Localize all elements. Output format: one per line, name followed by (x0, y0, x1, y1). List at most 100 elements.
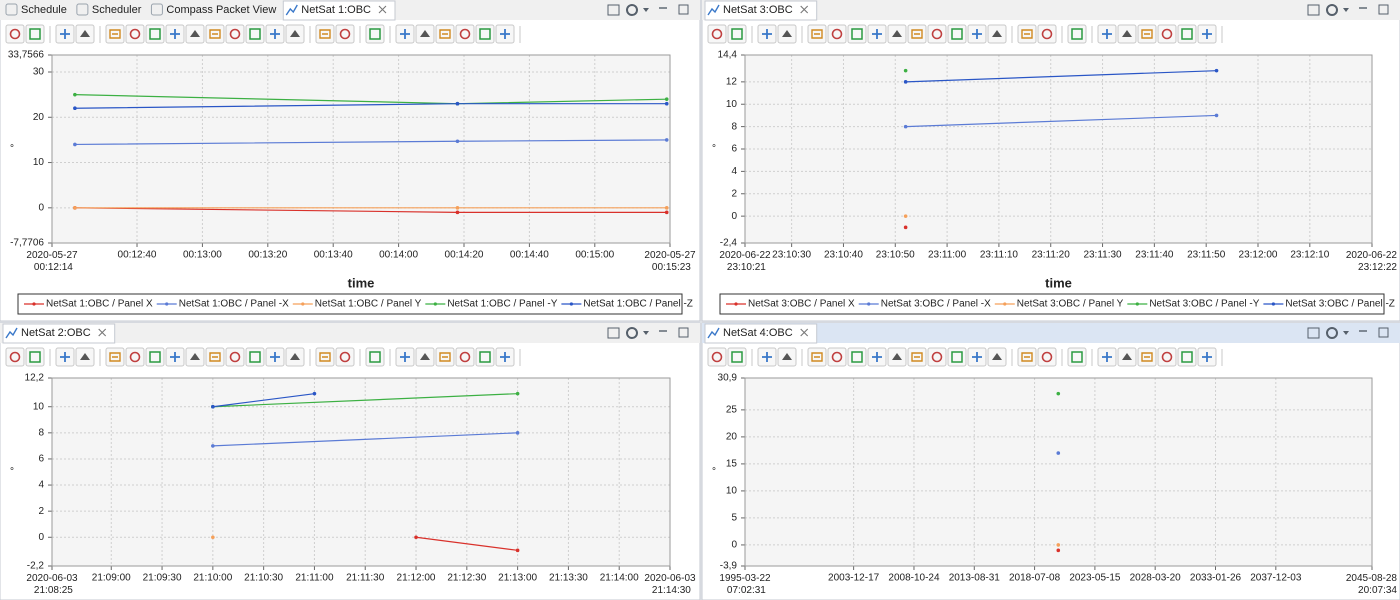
toolbar-button[interactable] (1197, 24, 1217, 44)
toolbar-button[interactable] (927, 24, 947, 44)
toolbar-button[interactable] (5, 24, 25, 44)
toolbar-button[interactable] (1197, 347, 1217, 367)
toolbar-button[interactable] (125, 347, 145, 367)
toolbar-button[interactable] (495, 24, 515, 44)
toolbar-button[interactable] (827, 347, 847, 367)
toolbar-button[interactable] (205, 347, 225, 367)
toolbar-button[interactable] (1177, 24, 1197, 44)
toolbar-button[interactable] (225, 24, 245, 44)
active-tab[interactable]: NetSat 2:OBC (2, 323, 116, 344)
toolbar-button[interactable] (245, 24, 265, 44)
toolbar-button[interactable] (205, 24, 225, 44)
toolbar-button[interactable] (475, 24, 495, 44)
toolbar-button[interactable] (495, 347, 515, 367)
toolbar-button[interactable] (5, 347, 25, 367)
toolbar-button[interactable] (415, 347, 435, 367)
toolbar-button[interactable] (165, 24, 185, 44)
dropdown-icon[interactable] (1343, 8, 1349, 12)
toolbar-button[interactable] (987, 347, 1007, 367)
settings-icon[interactable] (1326, 327, 1338, 339)
toolbar-button[interactable] (475, 347, 495, 367)
active-tab[interactable]: NetSat 3:OBC (704, 0, 818, 21)
toolbar-button[interactable] (415, 24, 435, 44)
toolbar-button[interactable] (847, 24, 867, 44)
tab[interactable]: Compass Packet View (150, 3, 276, 16)
maximize-icon[interactable] (678, 4, 689, 15)
toolbar-button[interactable] (1157, 347, 1177, 367)
toolbar-button[interactable] (265, 347, 285, 367)
toolbar-button[interactable] (105, 24, 125, 44)
tab-close[interactable] (98, 328, 107, 337)
toolbar-button[interactable] (165, 347, 185, 367)
toolbar-button[interactable] (285, 24, 305, 44)
view-menu-icon[interactable] (1307, 327, 1320, 339)
toolbar-button[interactable] (1137, 24, 1157, 44)
toolbar-button[interactable] (25, 24, 45, 44)
view-menu-icon[interactable] (1307, 4, 1320, 16)
toolbar-button[interactable] (1067, 24, 1087, 44)
toolbar-button[interactable] (365, 24, 385, 44)
view-menu-icon[interactable] (607, 4, 620, 16)
toolbar-button[interactable] (907, 347, 927, 367)
toolbar-button[interactable] (1117, 347, 1137, 367)
toolbar-button[interactable] (1097, 24, 1117, 44)
toolbar-button[interactable] (757, 24, 777, 44)
toolbar-button[interactable] (807, 24, 827, 44)
dropdown-icon[interactable] (1343, 331, 1349, 335)
toolbar-button[interactable] (887, 24, 907, 44)
toolbar-button[interactable] (1037, 24, 1057, 44)
toolbar-button[interactable] (727, 24, 747, 44)
toolbar-button[interactable] (365, 347, 385, 367)
toolbar-button[interactable] (867, 347, 887, 367)
toolbar-button[interactable] (435, 24, 455, 44)
toolbar-button[interactable] (827, 24, 847, 44)
toolbar-button[interactable] (435, 347, 455, 367)
toolbar-button[interactable] (145, 24, 165, 44)
toolbar-button[interactable] (225, 347, 245, 367)
toolbar-button[interactable] (315, 24, 335, 44)
toolbar-button[interactable] (887, 347, 907, 367)
toolbar-button[interactable] (947, 24, 967, 44)
active-tab[interactable]: NetSat 1:OBC (282, 0, 396, 21)
toolbar-button[interactable] (1117, 24, 1137, 44)
toolbar-button[interactable] (395, 347, 415, 367)
toolbar-button[interactable] (967, 24, 987, 44)
toolbar-button[interactable] (1157, 24, 1177, 44)
tab[interactable]: Scheduler (76, 3, 142, 16)
toolbar-button[interactable] (335, 347, 355, 367)
tab-close[interactable] (800, 5, 809, 14)
toolbar-button[interactable] (927, 347, 947, 367)
settings-icon[interactable] (626, 4, 638, 16)
settings-icon[interactable] (1326, 4, 1338, 16)
toolbar-button[interactable] (847, 347, 867, 367)
maximize-icon[interactable] (1378, 4, 1389, 15)
toolbar-button[interactable] (315, 347, 335, 367)
toolbar-button[interactable] (1067, 347, 1087, 367)
toolbar-button[interactable] (707, 347, 727, 367)
toolbar-button[interactable] (727, 347, 747, 367)
toolbar-button[interactable] (987, 24, 1007, 44)
toolbar-button[interactable] (907, 24, 927, 44)
toolbar-button[interactable] (75, 24, 95, 44)
toolbar-button[interactable] (285, 347, 305, 367)
active-tab[interactable]: NetSat 4:OBC (704, 323, 818, 344)
toolbar-button[interactable] (335, 24, 355, 44)
toolbar-button[interactable] (185, 347, 205, 367)
toolbar-button[interactable] (125, 24, 145, 44)
toolbar-button[interactable] (1017, 24, 1037, 44)
toolbar-button[interactable] (75, 347, 95, 367)
maximize-icon[interactable] (1378, 327, 1389, 338)
tab-close[interactable] (800, 328, 809, 337)
toolbar-button[interactable] (707, 24, 727, 44)
toolbar-button[interactable] (777, 347, 797, 367)
toolbar-button[interactable] (455, 24, 475, 44)
toolbar-button[interactable] (265, 24, 285, 44)
toolbar-button[interactable] (867, 24, 887, 44)
toolbar-button[interactable] (1017, 347, 1037, 367)
toolbar-button[interactable] (947, 347, 967, 367)
toolbar-button[interactable] (967, 347, 987, 367)
dropdown-icon[interactable] (643, 331, 649, 335)
toolbar-button[interactable] (185, 24, 205, 44)
dropdown-icon[interactable] (643, 8, 649, 12)
toolbar-button[interactable] (1037, 347, 1057, 367)
